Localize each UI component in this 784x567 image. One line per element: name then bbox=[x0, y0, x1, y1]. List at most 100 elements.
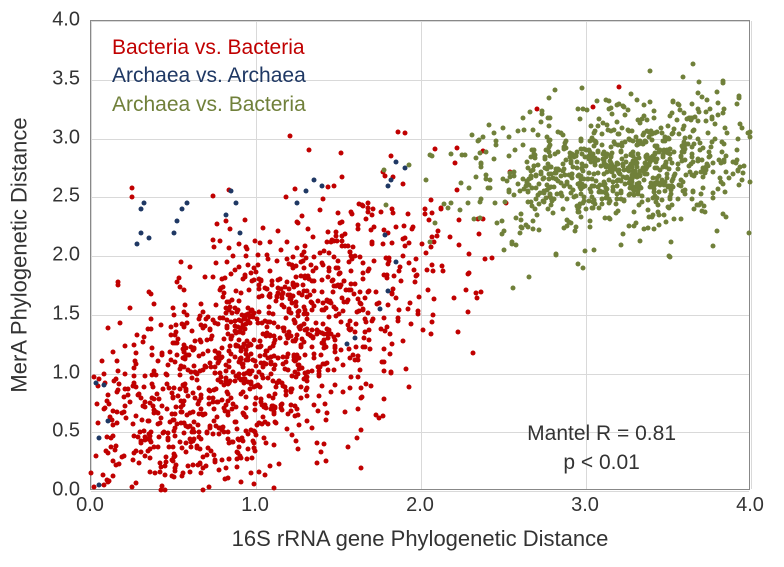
data-point bbox=[114, 444, 119, 449]
data-point bbox=[394, 160, 399, 165]
data-point bbox=[138, 207, 143, 212]
data-point bbox=[95, 402, 100, 407]
data-point bbox=[114, 358, 119, 363]
data-point bbox=[471, 351, 476, 356]
data-point bbox=[348, 281, 353, 286]
data-point bbox=[263, 334, 268, 339]
data-point bbox=[569, 221, 574, 226]
data-point bbox=[466, 271, 471, 276]
data-point bbox=[182, 302, 187, 307]
data-point bbox=[184, 441, 189, 446]
data-point bbox=[133, 350, 138, 355]
data-point bbox=[642, 102, 647, 107]
data-point bbox=[149, 440, 154, 445]
data-point bbox=[366, 311, 371, 316]
data-point bbox=[264, 348, 269, 353]
data-point bbox=[340, 175, 345, 180]
data-point bbox=[325, 240, 330, 245]
data-point bbox=[691, 189, 696, 194]
data-point bbox=[592, 143, 597, 148]
data-point bbox=[666, 254, 671, 259]
data-point bbox=[256, 263, 261, 268]
data-point bbox=[237, 356, 242, 361]
legend-item: Archaea vs. Archaea bbox=[112, 62, 306, 90]
data-point bbox=[546, 172, 551, 177]
data-point bbox=[687, 134, 692, 139]
y-tick-label: 2.0 bbox=[52, 244, 80, 267]
data-point bbox=[234, 373, 239, 378]
data-point bbox=[188, 265, 193, 270]
data-point bbox=[226, 348, 231, 353]
data-point bbox=[429, 245, 434, 250]
data-point bbox=[748, 135, 753, 140]
data-point bbox=[521, 143, 526, 148]
data-point bbox=[426, 218, 431, 223]
data-point bbox=[340, 238, 345, 243]
data-point bbox=[228, 227, 233, 232]
data-point bbox=[132, 358, 137, 363]
data-point bbox=[635, 160, 640, 165]
data-point bbox=[358, 254, 363, 259]
data-point bbox=[454, 145, 459, 150]
data-point bbox=[121, 410, 126, 415]
data-point bbox=[171, 230, 176, 235]
data-point bbox=[159, 350, 164, 355]
data-point bbox=[483, 149, 488, 154]
data-point bbox=[310, 308, 315, 313]
data-point bbox=[432, 147, 437, 152]
data-point bbox=[474, 174, 479, 179]
data-point bbox=[276, 228, 281, 233]
data-point bbox=[147, 431, 152, 436]
data-point bbox=[367, 288, 372, 293]
data-point bbox=[518, 188, 523, 193]
data-point bbox=[610, 189, 615, 194]
data-point bbox=[249, 470, 254, 475]
data-point bbox=[233, 268, 238, 273]
data-point bbox=[546, 162, 551, 167]
data-point bbox=[408, 300, 413, 305]
data-point bbox=[285, 239, 290, 244]
data-point bbox=[348, 210, 353, 215]
data-point bbox=[141, 335, 146, 340]
data-point bbox=[651, 184, 656, 189]
data-point bbox=[293, 338, 298, 343]
data-point bbox=[560, 168, 565, 173]
data-point bbox=[587, 225, 592, 230]
data-point bbox=[245, 447, 250, 452]
data-point bbox=[249, 381, 254, 386]
data-point bbox=[410, 224, 415, 229]
data-point bbox=[260, 225, 265, 230]
data-point bbox=[539, 109, 544, 114]
data-point bbox=[267, 239, 272, 244]
data-point bbox=[530, 227, 535, 232]
data-point bbox=[578, 187, 583, 192]
data-point bbox=[135, 242, 140, 247]
data-point bbox=[230, 439, 235, 444]
data-point bbox=[228, 396, 233, 401]
data-point bbox=[666, 204, 671, 209]
data-point bbox=[361, 204, 366, 209]
data-point bbox=[172, 359, 177, 364]
data-point bbox=[335, 259, 340, 264]
data-point bbox=[711, 170, 716, 175]
data-point bbox=[547, 123, 552, 128]
data-point bbox=[290, 282, 295, 287]
data-point bbox=[574, 225, 579, 230]
data-point bbox=[668, 197, 673, 202]
data-point bbox=[588, 218, 593, 223]
data-point bbox=[709, 115, 714, 120]
data-point bbox=[585, 107, 590, 112]
data-point bbox=[561, 133, 566, 138]
data-point bbox=[470, 133, 475, 138]
data-point bbox=[259, 321, 264, 326]
data-point bbox=[371, 225, 376, 230]
data-point bbox=[185, 321, 190, 326]
data-point bbox=[561, 161, 566, 166]
data-point bbox=[284, 340, 289, 345]
data-point bbox=[212, 245, 217, 250]
data-point bbox=[127, 400, 132, 405]
data-point bbox=[451, 295, 456, 300]
data-point bbox=[310, 426, 315, 431]
data-point bbox=[406, 240, 411, 245]
data-point bbox=[705, 161, 710, 166]
